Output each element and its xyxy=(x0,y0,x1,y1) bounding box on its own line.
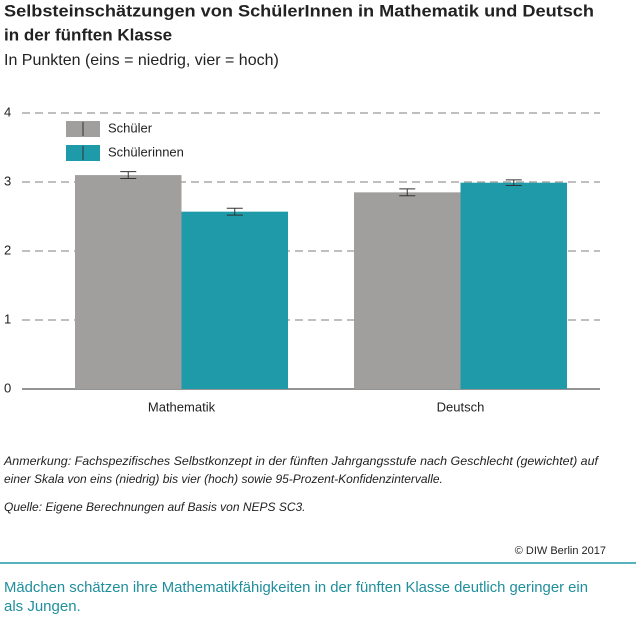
bar xyxy=(460,182,567,389)
legend-label: Schüler xyxy=(108,120,153,135)
chart-subtitle: In Punkten (eins = niedrig, vier = hoch) xyxy=(4,52,279,69)
x-tick-label: Deutsch xyxy=(437,399,485,414)
y-tick-label: 4 xyxy=(4,104,11,119)
legend-label: Schülerinnen xyxy=(108,144,184,159)
bar xyxy=(181,211,288,389)
y-tick-label: 3 xyxy=(4,173,11,188)
note: Anmerkung: Fachspezifisches Selbstkonzep… xyxy=(3,454,600,468)
caption: Mädchen schätzen ihre Mathematikfähigkei… xyxy=(4,579,588,596)
chart-title: in der fünften Klasse xyxy=(4,25,172,44)
note: einer Skala von eins (niedrig) bis vier … xyxy=(4,472,443,486)
y-tick-label: 1 xyxy=(4,311,11,326)
x-tick-label: Mathematik xyxy=(148,399,216,414)
source: Quelle: Eigene Berechnungen auf Basis vo… xyxy=(4,500,306,514)
y-tick-label: 2 xyxy=(4,242,11,257)
chart-title: Selbsteinschätzungen von SchülerInnen in… xyxy=(4,1,594,20)
bar xyxy=(75,175,182,389)
y-tick-label: 0 xyxy=(4,380,11,395)
bar xyxy=(354,192,461,389)
caption: als Jungen. xyxy=(4,598,81,615)
copyright: © DIW Berlin 2017 xyxy=(515,545,606,557)
